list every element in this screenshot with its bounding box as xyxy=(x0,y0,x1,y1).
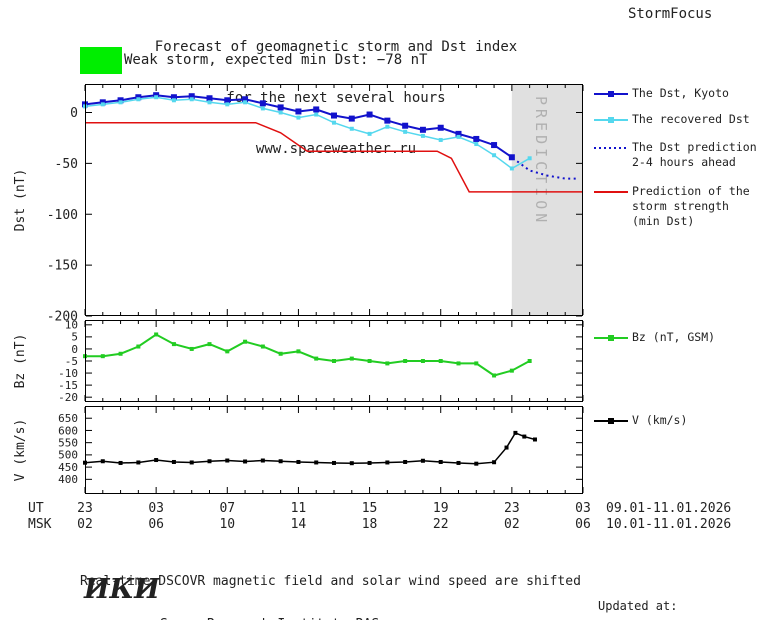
time-tick-msk: 14 xyxy=(290,517,307,532)
y-tick-label: -200 xyxy=(47,310,78,325)
time-tick-ut: 23 xyxy=(77,501,93,516)
y-tick-label: 450 xyxy=(58,461,78,474)
legend-label-storm-strength: Prediction of the xyxy=(632,184,750,198)
series-bz-nt-gsm- xyxy=(85,333,531,377)
legend-swatch-dst-kyoto xyxy=(594,91,628,97)
footnote: Real-time DSCOVR magnetic field and sola… xyxy=(80,539,581,620)
legend-swatch-bz xyxy=(594,335,628,341)
date-range-ut: 09.01-11.01.2026 xyxy=(606,501,732,516)
time-tick-msk: 06 xyxy=(148,517,164,532)
updated-block: Updated at: UT 23:05, 10.01.2026 MSK 02:… xyxy=(598,564,750,620)
updated-label: Updated at: xyxy=(598,599,678,613)
legend-item-dst-kyoto: The Dst, Kyoto xyxy=(594,86,729,101)
y-tick-label: -100 xyxy=(47,208,78,223)
series-prediction-of-the-storm-strength-min-dst- xyxy=(85,121,583,193)
title-line-1: Forecast of geomagnetic storm and Dst in… xyxy=(154,39,518,55)
series-the-dst-prediction-2-4-hours-ahead xyxy=(516,160,576,180)
y-tick-label: 10 xyxy=(65,319,78,332)
time-tick-msk: 10 xyxy=(219,517,236,532)
y-tick-label: 0 xyxy=(71,343,78,356)
y-tick-label: 650 xyxy=(58,412,78,425)
time-tick-ut: 11 xyxy=(290,501,307,516)
title-url: www.spaceweather.ru xyxy=(255,141,417,157)
legend-item-v: V (km/s) xyxy=(594,413,687,428)
time-tick-msk: 02 xyxy=(77,517,93,532)
time-tick-ut: 19 xyxy=(432,501,449,516)
y-axis-title-bz: Bz (nT) xyxy=(13,334,28,389)
time-tick-ut: 23 xyxy=(504,501,520,516)
iki-logo: ИКИ xyxy=(84,574,160,605)
legend-label-storm-strength: storm strength xyxy=(632,199,729,213)
time-tick-ut: 03 xyxy=(575,501,591,516)
legend-swatch-dst-prediction xyxy=(594,147,628,149)
legend-label-dst-kyoto: The Dst, Kyoto xyxy=(632,86,729,100)
brand-stormfocus: StormFocus xyxy=(628,6,713,22)
legend-label-bz: Bz (nT, GSM) xyxy=(632,330,716,344)
y-tick-label: 5 xyxy=(71,331,78,344)
y-tick-label: 500 xyxy=(58,449,78,462)
storm-level-swatch xyxy=(80,47,122,74)
legend-label-dst-prediction: 2-4 hours ahead xyxy=(632,155,736,169)
legend-label-dst-prediction: The Dst prediction xyxy=(632,140,757,154)
legend-swatch-v xyxy=(594,418,628,424)
date-range-msk: 10.01-11.01.2026 xyxy=(606,517,732,532)
legend-label-v: V (km/s) xyxy=(632,413,688,427)
time-tick-msk: 02 xyxy=(504,517,520,532)
time-tick-ut: 07 xyxy=(219,501,236,516)
time-tick-msk: 18 xyxy=(361,517,378,532)
y-tick-label: 600 xyxy=(58,424,78,437)
time-tick-msk: 22 xyxy=(432,517,449,532)
series-the-dst-kyoto xyxy=(84,94,513,159)
prediction-band-label: PREDICTION xyxy=(532,96,550,226)
y-tick-label: -15 xyxy=(58,379,78,392)
dst-chart: PREDICTION 0 -50 -100 -150 -200 Dst (nT) xyxy=(13,84,584,325)
y-tick-label: -10 xyxy=(58,367,78,380)
legend-item-recovered-dst: The recovered Dst xyxy=(594,112,750,127)
legend-swatch-storm-strength xyxy=(594,191,628,193)
y-tick-label: -5 xyxy=(65,355,78,368)
time-row-label-msk: MSK xyxy=(28,517,52,532)
footnote-line-1: Real-time DSCOVR magnetic field and sola… xyxy=(80,574,581,589)
time-tick-msk: 06 xyxy=(575,517,591,532)
y-tick-label: 550 xyxy=(58,437,78,450)
y-axis-title-dst: Dst (nT) xyxy=(13,169,28,232)
storm-summary-text: Weak storm, expected min Dst: −78 nT xyxy=(124,52,428,68)
time-tick-ut: 15 xyxy=(361,501,378,516)
time-row-label-ut: UT xyxy=(28,501,44,516)
series-v-km-s- xyxy=(84,431,536,465)
y-tick-label: -20 xyxy=(58,391,78,404)
legend-label-recovered-dst: The recovered Dst xyxy=(632,112,750,126)
institute-block: Space Research Institute RAS iki.cosmos.… xyxy=(160,580,379,620)
legend-item-bz: Bz (nT, GSM) xyxy=(594,330,715,345)
legend-swatch-recovered-dst xyxy=(594,117,628,123)
institute-name: Space Research Institute RAS xyxy=(160,616,379,620)
y-tick-label: 400 xyxy=(58,473,78,486)
y-tick-label: 0 xyxy=(70,106,78,121)
legend-label-storm-strength: (min Dst) xyxy=(632,214,695,228)
chart-title-block: Forecast of geomagnetic storm and Dst in… xyxy=(0,5,672,192)
y-tick-label: -50 xyxy=(55,157,78,172)
y-tick-label: -150 xyxy=(47,259,78,274)
time-tick-ut: 03 xyxy=(148,501,164,516)
series-the-recovered-dst xyxy=(84,96,530,170)
legend-item-storm-strength: Prediction of the storm strength (min Dst) xyxy=(594,184,750,229)
legend-item-dst-prediction: The Dst prediction 2-4 hours ahead xyxy=(594,140,757,170)
y-axis-title-v: V (km/s) xyxy=(13,419,28,482)
